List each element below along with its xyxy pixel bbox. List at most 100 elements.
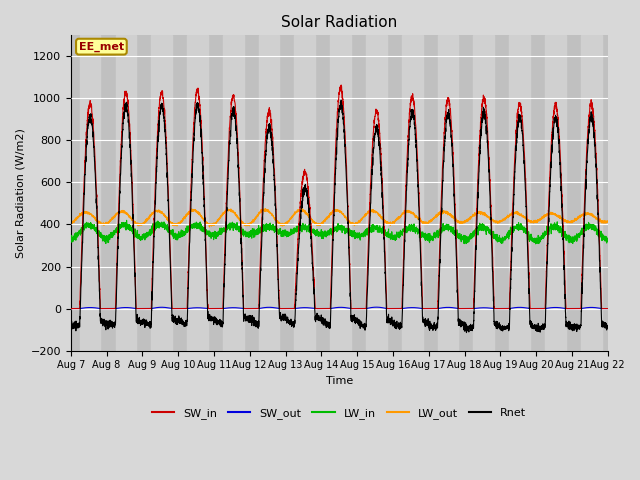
Bar — [330, 36, 351, 350]
Rnet — [463, 330, 470, 336]
Bar — [536, 36, 545, 350]
Bar — [422, 36, 429, 350]
LW_out — [604, 218, 612, 224]
Bar — [316, 36, 321, 350]
Bar — [393, 36, 402, 350]
Bar — [387, 36, 393, 350]
Bar — [458, 36, 465, 350]
SW_in — [337, 82, 345, 88]
Bar — [530, 36, 536, 350]
Bar — [602, 36, 608, 350]
Bar — [357, 36, 366, 350]
Bar — [116, 36, 136, 350]
Bar — [566, 36, 572, 350]
SW_out — [460, 306, 467, 312]
SW_out — [604, 306, 612, 312]
Rnet — [604, 323, 612, 329]
Legend: SW_in, SW_out, LW_in, LW_out, Rnet: SW_in, SW_out, LW_in, LW_out, Rnet — [148, 404, 531, 423]
Rnet — [319, 315, 327, 321]
Line: SW_out: SW_out — [71, 307, 608, 309]
SW_in — [430, 306, 438, 312]
Bar — [223, 36, 244, 350]
Rnet — [460, 324, 467, 330]
LW_in — [430, 231, 438, 237]
LW_in — [490, 232, 498, 238]
Bar — [321, 36, 330, 350]
Bar — [294, 36, 316, 350]
Bar — [244, 36, 250, 350]
Rnet — [490, 319, 498, 324]
LW_out — [319, 220, 327, 226]
LW_in — [460, 238, 467, 243]
LW_in — [604, 235, 612, 241]
SW_out — [490, 306, 498, 312]
Bar — [429, 36, 438, 350]
LW_in — [319, 229, 327, 235]
Rnet — [604, 325, 611, 331]
Rnet — [430, 321, 438, 327]
Bar — [285, 36, 294, 350]
LW_in — [164, 226, 172, 232]
SW_in — [163, 164, 171, 170]
SW_in — [604, 306, 612, 312]
Bar — [214, 36, 223, 350]
Title: Solar Radiation: Solar Radiation — [281, 15, 397, 30]
LW_out — [205, 224, 213, 230]
SW_out — [319, 306, 327, 312]
SW_in — [604, 306, 611, 312]
SW_out — [372, 304, 380, 310]
LW_in — [67, 237, 75, 243]
LW_out — [299, 206, 307, 212]
Bar — [71, 36, 80, 350]
SW_out — [163, 305, 171, 311]
Bar — [107, 36, 116, 350]
Bar — [572, 36, 581, 350]
Bar — [545, 36, 566, 350]
SW_out — [604, 306, 611, 312]
SW_in — [319, 306, 327, 312]
X-axis label: Time: Time — [326, 376, 353, 386]
SW_in — [460, 306, 467, 312]
Bar — [136, 36, 142, 350]
LW_out — [460, 219, 467, 225]
Bar — [280, 36, 285, 350]
Rnet — [163, 170, 171, 176]
LW_out — [67, 221, 75, 227]
LW_out — [430, 216, 438, 221]
Bar — [142, 36, 151, 350]
Bar — [250, 36, 259, 350]
Line: LW_out: LW_out — [71, 209, 608, 227]
SW_out — [67, 306, 75, 312]
Bar — [402, 36, 422, 350]
Bar — [494, 36, 500, 350]
LW_in — [123, 217, 131, 223]
Bar — [465, 36, 474, 350]
LW_out — [604, 219, 611, 225]
SW_in — [490, 296, 498, 302]
Line: Rnet: Rnet — [71, 100, 608, 333]
Bar — [172, 36, 178, 350]
Bar — [351, 36, 357, 350]
Bar — [259, 36, 280, 350]
Bar — [474, 36, 494, 350]
LW_out — [490, 219, 498, 225]
Text: EE_met: EE_met — [79, 42, 124, 52]
Y-axis label: Solar Radiation (W/m2): Solar Radiation (W/m2) — [15, 128, 25, 258]
Bar — [187, 36, 208, 350]
SW_in — [67, 306, 75, 312]
Bar — [581, 36, 602, 350]
Line: SW_in: SW_in — [71, 85, 608, 309]
Bar — [366, 36, 387, 350]
Bar — [100, 36, 107, 350]
Bar — [178, 36, 187, 350]
LW_out — [163, 216, 171, 222]
Bar — [151, 36, 172, 350]
SW_out — [430, 306, 438, 312]
Bar — [80, 36, 100, 350]
Bar — [500, 36, 509, 350]
Bar — [438, 36, 458, 350]
Bar — [509, 36, 530, 350]
LW_in — [532, 241, 540, 247]
Bar — [208, 36, 214, 350]
Rnet — [67, 322, 75, 327]
